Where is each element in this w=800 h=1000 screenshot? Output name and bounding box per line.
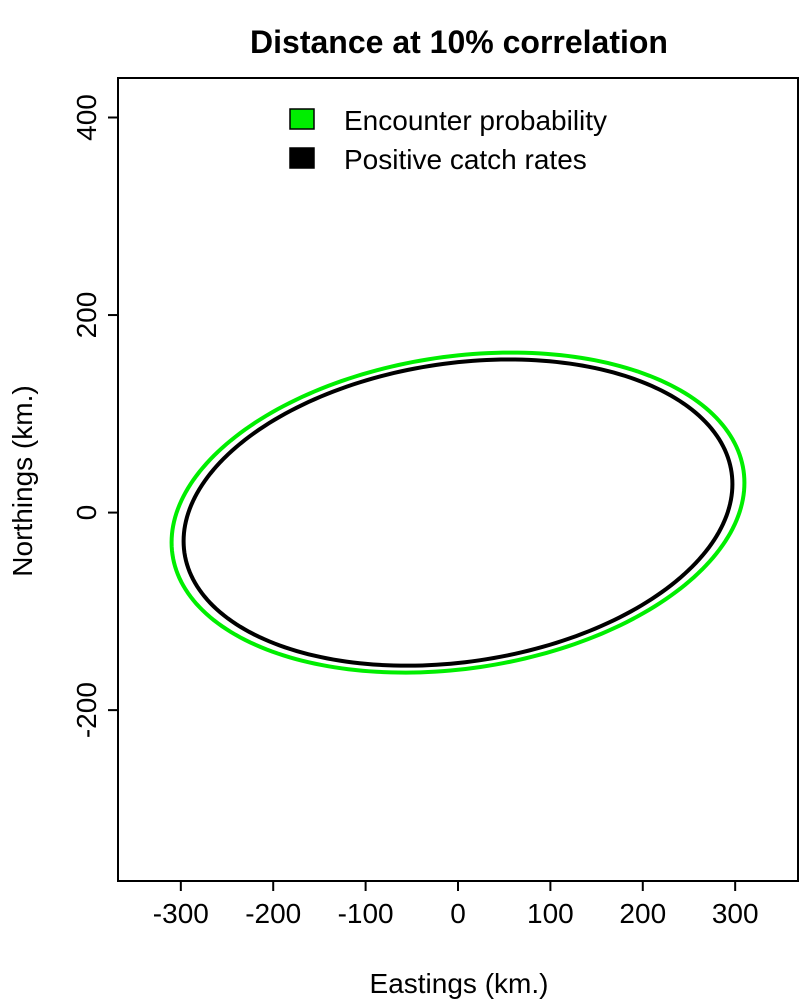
y-tick-label: -200 [71, 682, 102, 738]
y-tick-label: 200 [71, 292, 102, 339]
legend-swatch [289, 147, 315, 169]
x-tick-label: -200 [245, 898, 301, 929]
legend: Encounter probability Positive catch rate… [289, 105, 607, 175]
x-tick-label: 100 [527, 898, 574, 929]
x-tick-label: 200 [619, 898, 666, 929]
y-axis: -200 0 200 400 [71, 94, 119, 738]
x-tick-label: -300 [153, 898, 209, 929]
y-tick-label: 0 [71, 505, 102, 521]
y-axis-label: Northings (km.) [7, 385, 38, 576]
legend-label: Positive catch rates [344, 144, 587, 175]
chart-title: Distance at 10% correlation [250, 24, 668, 60]
x-tick-label: 0 [450, 898, 466, 929]
legend-swatch [289, 108, 315, 130]
series-line-1 [169, 350, 747, 675]
x-tick-label: 300 [712, 898, 759, 929]
x-axis: -300 -200 -100 0 100 200 300 [153, 880, 759, 929]
series-layer [169, 350, 747, 675]
y-tick-label: 400 [71, 94, 102, 141]
x-tick-label: -100 [338, 898, 394, 929]
series-line-2 [181, 357, 735, 668]
x-axis-label: Eastings (km.) [370, 968, 549, 999]
plot-frame [117, 77, 799, 882]
legend-label: Encounter probability [344, 105, 607, 136]
